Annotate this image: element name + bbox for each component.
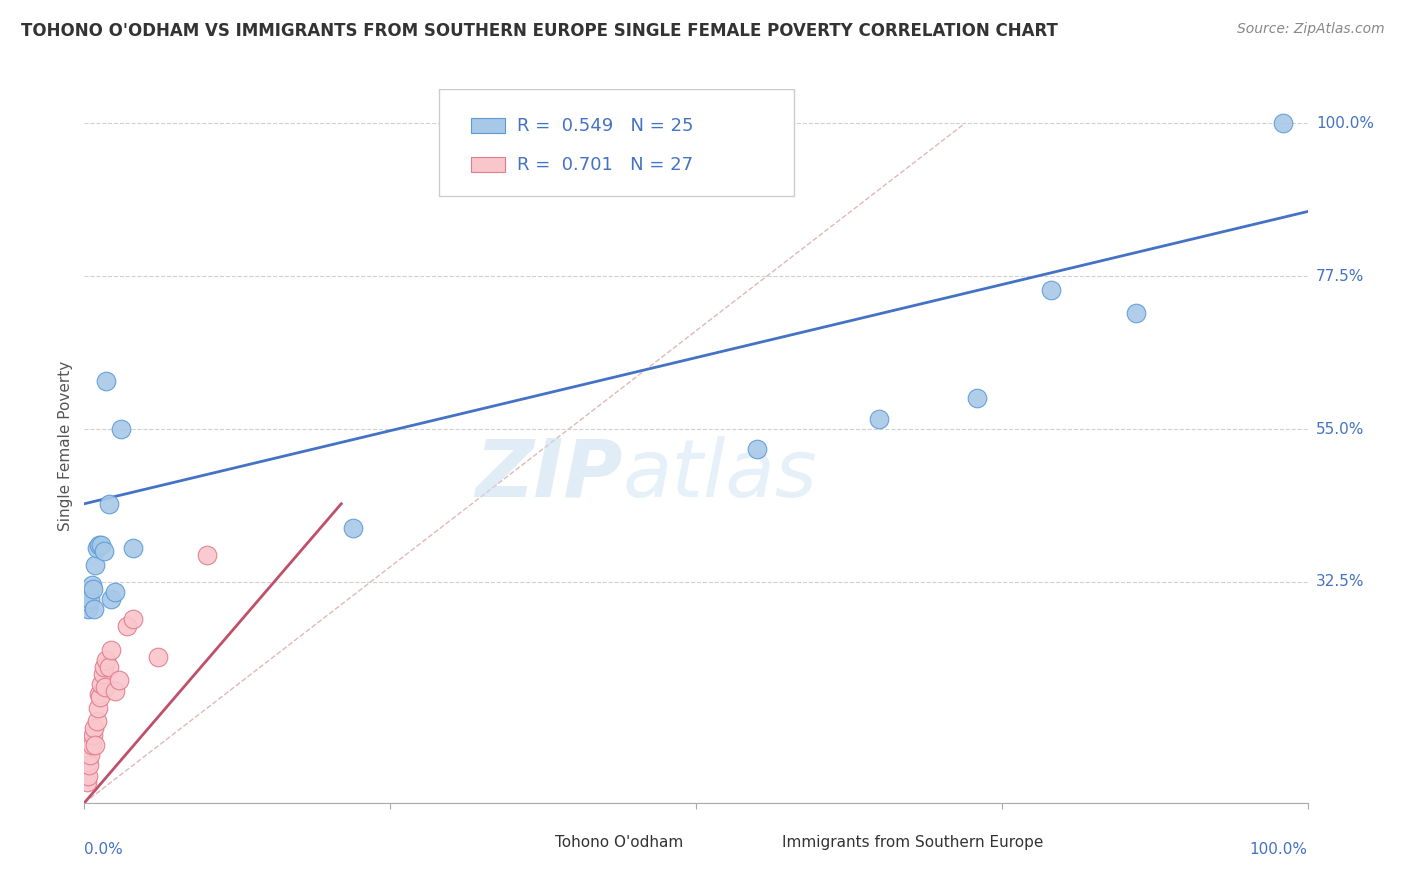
- Point: [80, 578, 103, 592]
- Point: [94, 680, 117, 694]
- Text: TOHONO O'ODHAM VS IMMIGRANTS FROM SOUTHERN EUROPE SINGLE FEMALE POVERTY CORRELAT: TOHONO O'ODHAM VS IMMIGRANTS FROM SOUTHE…: [21, 22, 1057, 40]
- Point: [107, 673, 129, 688]
- Point: [1125, 306, 1147, 320]
- Point: [96, 375, 118, 389]
- Point: [1039, 283, 1062, 297]
- Point: [83, 602, 105, 616]
- Point: [87, 700, 110, 714]
- Text: 32.5%: 32.5%: [1316, 574, 1364, 590]
- Point: [538, 127, 561, 141]
- Text: 0.0%: 0.0%: [84, 842, 124, 856]
- Point: [77, 595, 100, 609]
- Point: [966, 392, 988, 406]
- Point: [97, 660, 120, 674]
- Text: 77.5%: 77.5%: [1316, 268, 1364, 284]
- Point: [100, 643, 122, 657]
- Point: [115, 619, 138, 633]
- Text: Tohono O'odham: Tohono O'odham: [555, 835, 683, 850]
- Point: [82, 728, 104, 742]
- Point: [84, 558, 107, 572]
- Point: [97, 497, 120, 511]
- FancyBboxPatch shape: [519, 830, 550, 855]
- Point: [82, 582, 104, 596]
- Text: ZIP: ZIP: [475, 435, 623, 514]
- Point: [104, 683, 127, 698]
- Point: [110, 422, 132, 436]
- Point: [80, 738, 103, 752]
- Point: [87, 687, 110, 701]
- Point: [87, 537, 110, 551]
- FancyBboxPatch shape: [471, 119, 505, 134]
- Point: [76, 775, 98, 789]
- Point: [79, 591, 101, 606]
- Point: [93, 544, 115, 558]
- Point: [100, 591, 122, 606]
- Point: [79, 748, 101, 763]
- Point: [83, 721, 105, 735]
- Text: 100.0%: 100.0%: [1316, 116, 1374, 131]
- Point: [84, 738, 107, 752]
- Point: [122, 541, 145, 555]
- Point: [86, 714, 108, 729]
- Point: [1272, 116, 1295, 130]
- Point: [96, 653, 118, 667]
- Point: [89, 690, 111, 705]
- Point: [146, 649, 169, 664]
- Point: [93, 660, 115, 674]
- Point: [90, 537, 112, 551]
- Point: [104, 585, 127, 599]
- Text: 100.0%: 100.0%: [1250, 842, 1308, 856]
- Point: [79, 734, 101, 748]
- Text: Immigrants from Southern Europe: Immigrants from Southern Europe: [782, 835, 1043, 850]
- Text: atlas: atlas: [623, 435, 817, 514]
- Point: [77, 769, 100, 783]
- FancyBboxPatch shape: [439, 89, 794, 196]
- Point: [77, 758, 100, 772]
- Text: R =  0.701   N = 27: R = 0.701 N = 27: [517, 156, 693, 174]
- Point: [90, 677, 112, 691]
- Point: [747, 442, 769, 457]
- Point: [195, 548, 218, 562]
- Y-axis label: Single Female Poverty: Single Female Poverty: [58, 361, 73, 531]
- Point: [869, 412, 891, 426]
- Text: Source: ZipAtlas.com: Source: ZipAtlas.com: [1237, 22, 1385, 37]
- Point: [122, 612, 145, 626]
- Point: [342, 520, 364, 534]
- Point: [77, 755, 100, 769]
- Text: 55.0%: 55.0%: [1316, 422, 1364, 436]
- FancyBboxPatch shape: [471, 157, 505, 172]
- Text: R =  0.549   N = 25: R = 0.549 N = 25: [517, 117, 695, 135]
- Point: [77, 602, 100, 616]
- Point: [86, 541, 108, 555]
- FancyBboxPatch shape: [745, 830, 776, 855]
- Point: [91, 666, 114, 681]
